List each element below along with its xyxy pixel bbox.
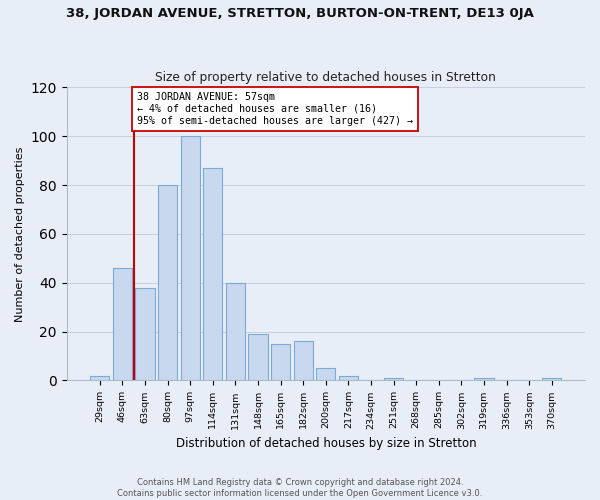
Bar [158,185,177,380]
Bar [226,283,245,380]
Bar [203,168,223,380]
Text: 38, JORDAN AVENUE, STRETTON, BURTON-ON-TRENT, DE13 0JA: 38, JORDAN AVENUE, STRETTON, BURTON-ON-T… [66,8,534,20]
Bar [248,334,268,380]
Title: Size of property relative to detached houses in Stretton: Size of property relative to detached ho… [155,70,496,84]
Bar [384,378,403,380]
Bar [181,136,200,380]
Bar [90,376,109,380]
Bar [113,268,132,380]
Bar [475,378,494,380]
Bar [542,378,562,380]
Bar [339,376,358,380]
Bar [136,288,155,380]
Bar [316,368,335,380]
Text: 38 JORDAN AVENUE: 57sqm
← 4% of detached houses are smaller (16)
95% of semi-det: 38 JORDAN AVENUE: 57sqm ← 4% of detached… [137,92,413,126]
Text: Contains HM Land Registry data © Crown copyright and database right 2024.
Contai: Contains HM Land Registry data © Crown c… [118,478,482,498]
Y-axis label: Number of detached properties: Number of detached properties [15,146,25,322]
Bar [293,342,313,380]
Bar [271,344,290,381]
X-axis label: Distribution of detached houses by size in Stretton: Distribution of detached houses by size … [176,437,476,450]
